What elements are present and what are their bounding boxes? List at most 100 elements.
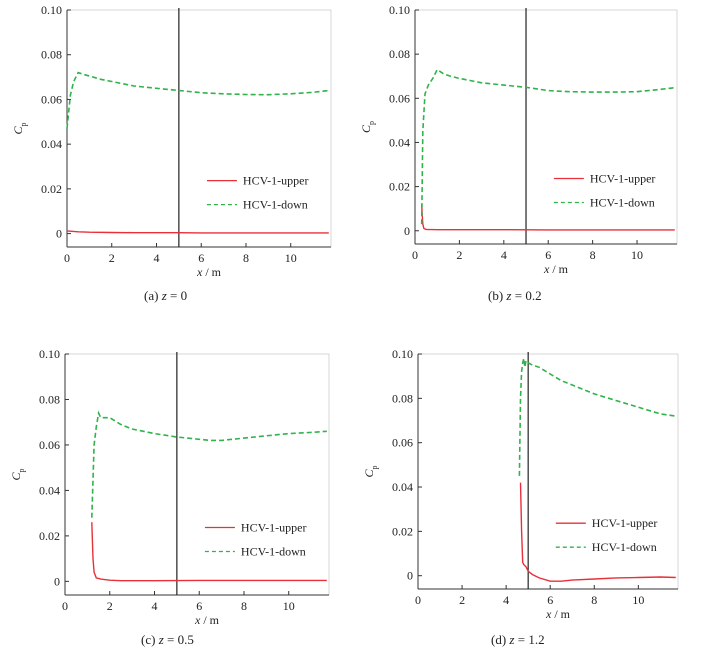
x-tick-label-c: 10 <box>283 599 295 613</box>
y-tick-label-c: 0.02 <box>39 529 60 543</box>
y-tick-label-b: 0 <box>404 224 410 238</box>
caption-c-value: 0.5 <box>177 632 194 647</box>
chart-a-legend: HCV-1-upper HCV-1-down <box>206 174 309 212</box>
chart-c-axes: 0 0.02 0.04 0.06 0.08 0.10 0 2 4 6 8 10 x / m Cp <box>9 347 330 627</box>
x-tick-label-b: 6 <box>545 248 551 262</box>
x-tick-label-d: 10 <box>632 593 644 607</box>
caption-d-value: 1.2 <box>528 632 545 647</box>
caption-b-var: z <box>506 288 512 303</box>
y-tick-label-b: 0.08 <box>389 47 410 61</box>
series-down-line-a <box>66 71 329 129</box>
chart-a-axes: 0 0.02 0.04 0.06 0.08 0.10 0 2 4 6 8 10 x / m Cp <box>11 3 332 279</box>
x-tick-label-a: 8 <box>243 251 249 265</box>
x-tick-label-c: 4 <box>151 599 157 613</box>
x-tick-label-d: 8 <box>591 593 597 607</box>
y-tick-label-a: 0.06 <box>41 92 62 106</box>
y-tick-label-d: 0.10 <box>392 347 413 361</box>
chart-panel-b: 0 0.02 0.04 0.06 0.08 0.10 0 2 4 6 8 10 x / m Cp HCV-… <box>359 3 678 276</box>
chart-c-legend: HCV-1-upper HCV-1-down <box>204 521 307 559</box>
y-tick-label-a: 0.02 <box>41 182 62 196</box>
x-tick-label-b: 10 <box>631 248 643 262</box>
y-tick-label-b: 0.04 <box>389 135 410 149</box>
chart-b-marks <box>420 8 675 244</box>
y-tick-label-c: 0.10 <box>39 347 60 361</box>
x-tick-label-c: 6 <box>196 599 202 613</box>
x-tick-label-c: 8 <box>241 599 247 613</box>
x-axis-label-d: x / m <box>545 607 571 621</box>
x-tick-label-b: 2 <box>456 248 462 262</box>
x-axis-label-c: x / m <box>194 613 220 627</box>
caption-a-var: z <box>161 288 167 303</box>
x-tick-label-c: 0 <box>62 599 68 613</box>
chart-panel-d: 0 0.02 0.04 0.06 0.08 0.10 0 2 4 6 8 10 x / m Cp HCV-… <box>362 347 679 621</box>
y-axis-label-b: Cp <box>359 121 376 133</box>
x-tick-label-b: 0 <box>412 248 418 262</box>
caption-a-value: 0 <box>180 288 188 303</box>
y-tick-label-b: 0.10 <box>389 3 410 17</box>
plot-frame-c <box>64 353 330 596</box>
y-axis-label-a: Cp <box>11 122 28 134</box>
legend-label-a: HCV-1-upper <box>243 174 309 188</box>
caption-a-label: (a) <box>144 288 159 303</box>
y-axis-label-c: Cp <box>9 468 26 480</box>
chart-b-axes: 0 0.02 0.04 0.06 0.08 0.10 0 2 4 6 8 10 x / m Cp <box>359 3 678 276</box>
y-tick-label-b: 0.06 <box>389 91 410 105</box>
caption-c-label: (c) <box>141 632 156 647</box>
chart-a-marks <box>66 8 329 247</box>
y-tick-label-a: 0.08 <box>41 48 62 62</box>
chart-d-axes: 0 0.02 0.04 0.06 0.08 0.10 0 2 4 6 8 10 x / m Cp <box>362 347 679 621</box>
y-tick-label-a: 0.10 <box>41 3 62 17</box>
caption-d-eq: = <box>514 632 529 647</box>
y-axis-label-d: Cp <box>362 465 379 477</box>
y-tick-label-d: 0.06 <box>392 436 413 450</box>
legend-label-b: HCV-1-down <box>590 195 655 209</box>
chart-b-legend: HCV-1-upper HCV-1-down <box>553 171 656 209</box>
y-tick-label-c: 0.08 <box>39 392 60 406</box>
caption-d-var: z <box>509 632 515 647</box>
caption-b-label: (b) <box>488 288 504 303</box>
x-axis-label-a: x / m <box>196 265 222 279</box>
chart-panel-c: 0 0.02 0.04 0.06 0.08 0.10 0 2 4 6 8 10 x / m Cp HCV-… <box>9 347 330 627</box>
caption-a-eq: = <box>166 288 181 303</box>
series-upper-line-c <box>91 522 327 582</box>
x-tick-label-d: 2 <box>459 593 465 607</box>
y-tick-label-b: 0.02 <box>389 180 410 194</box>
y-tick-label-d: 0.04 <box>392 480 413 494</box>
x-tick-label-a: 4 <box>153 251 159 265</box>
series-down-line-b <box>420 68 675 225</box>
caption-c-eq: = <box>163 632 178 647</box>
caption-d: (d) z = 1.2 <box>491 632 545 648</box>
legend-label-c: HCV-1-upper <box>241 521 307 535</box>
caption-c: (c) z = 0.5 <box>141 632 194 648</box>
legend-label-c: HCV-1-down <box>241 545 306 559</box>
y-tick-label-d: 0.02 <box>392 524 413 538</box>
series-upper-line-b <box>421 204 675 231</box>
x-tick-label-d: 4 <box>503 593 509 607</box>
x-tick-label-b: 4 <box>501 248 507 262</box>
x-tick-label-a: 2 <box>109 251 115 265</box>
x-tick-label-b: 8 <box>590 248 596 262</box>
caption-b-value: 0.2 <box>525 288 542 303</box>
caption-c-var: z <box>158 632 164 647</box>
x-tick-label-c: 2 <box>107 599 113 613</box>
chart-d-legend: HCV-1-upper HCV-1-down <box>555 516 657 554</box>
series-down-line-d <box>518 358 676 476</box>
y-tick-label-c: 0 <box>54 574 60 588</box>
chart-panel-a: 0 0.02 0.04 0.06 0.08 0.10 0 2 4 6 8 10 x / m Cp HCV-… <box>11 3 332 279</box>
series-upper-line-d <box>519 482 676 582</box>
y-tick-label-d: 0 <box>407 569 413 583</box>
legend-label-b: HCV-1-upper <box>590 171 656 185</box>
caption-a: (a) z = 0 <box>144 288 187 304</box>
x-tick-label-d: 0 <box>415 593 421 607</box>
caption-b: (b) z = 0.2 <box>488 288 542 304</box>
caption-b-eq: = <box>511 288 526 303</box>
legend-label-d: HCV-1-down <box>592 540 657 554</box>
caption-d-label: (d) <box>491 632 507 647</box>
x-tick-label-a: 10 <box>285 251 297 265</box>
y-tick-label-a: 0 <box>56 227 62 241</box>
legend-label-a: HCV-1-down <box>243 198 308 212</box>
y-tick-label-c: 0.04 <box>39 483 60 497</box>
y-tick-label-c: 0.06 <box>39 438 60 452</box>
x-tick-label-a: 6 <box>198 251 204 265</box>
x-axis-label-b: x / m <box>543 262 569 276</box>
